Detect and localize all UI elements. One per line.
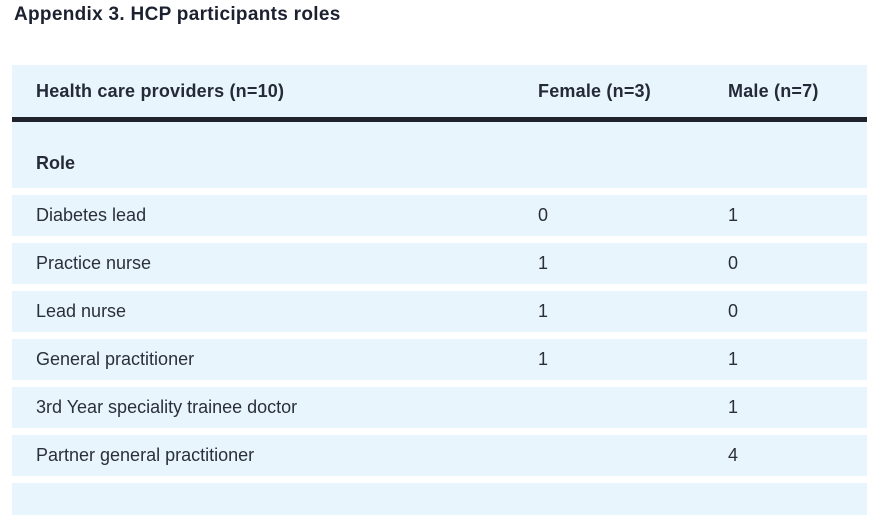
male-value: 0 [728, 301, 739, 321]
table-row: Lead nurse 1 0 [12, 291, 867, 332]
table-row: General practitioner 1 1 [12, 339, 867, 380]
row-label: 3rd Year speciality trainee doctor [36, 397, 298, 417]
row-label: Diabetes lead [36, 205, 147, 225]
row-label: Partner general practitioner [36, 445, 255, 465]
table-row-empty [12, 483, 867, 515]
female-value: 1 [538, 349, 549, 369]
table-row: 3rd Year speciality trainee doctor 1 [12, 387, 867, 428]
female-value: 0 [538, 205, 549, 225]
male-value: 1 [728, 349, 739, 369]
male-value: 0 [728, 253, 739, 273]
hcp-participants-table: Health care providers (n=10) Female (n=3… [12, 65, 867, 515]
female-value: 1 [538, 253, 549, 273]
row-label: Lead nurse [36, 301, 127, 321]
male-value: 4 [728, 445, 739, 465]
column-header-female: Female (n=3) [538, 80, 651, 101]
table-section-row: Role [12, 122, 867, 188]
female-value: 1 [538, 301, 549, 321]
table-row: Partner general practitioner 4 [12, 435, 867, 476]
section-header-role: Role [36, 153, 76, 173]
table-row: Diabetes lead 0 1 [12, 195, 867, 236]
male-value: 1 [728, 205, 739, 225]
column-header-providers: Health care providers (n=10) [36, 80, 285, 101]
table-row: Practice nurse 1 0 [12, 243, 867, 284]
male-value: 1 [728, 397, 739, 417]
column-header-male: Male (n=7) [728, 80, 819, 101]
row-label: General practitioner [36, 349, 195, 369]
table-header-row: Health care providers (n=10) Female (n=3… [12, 65, 867, 122]
row-label: Practice nurse [36, 253, 152, 273]
page-title: Appendix 3. HCP participants roles [14, 4, 341, 25]
